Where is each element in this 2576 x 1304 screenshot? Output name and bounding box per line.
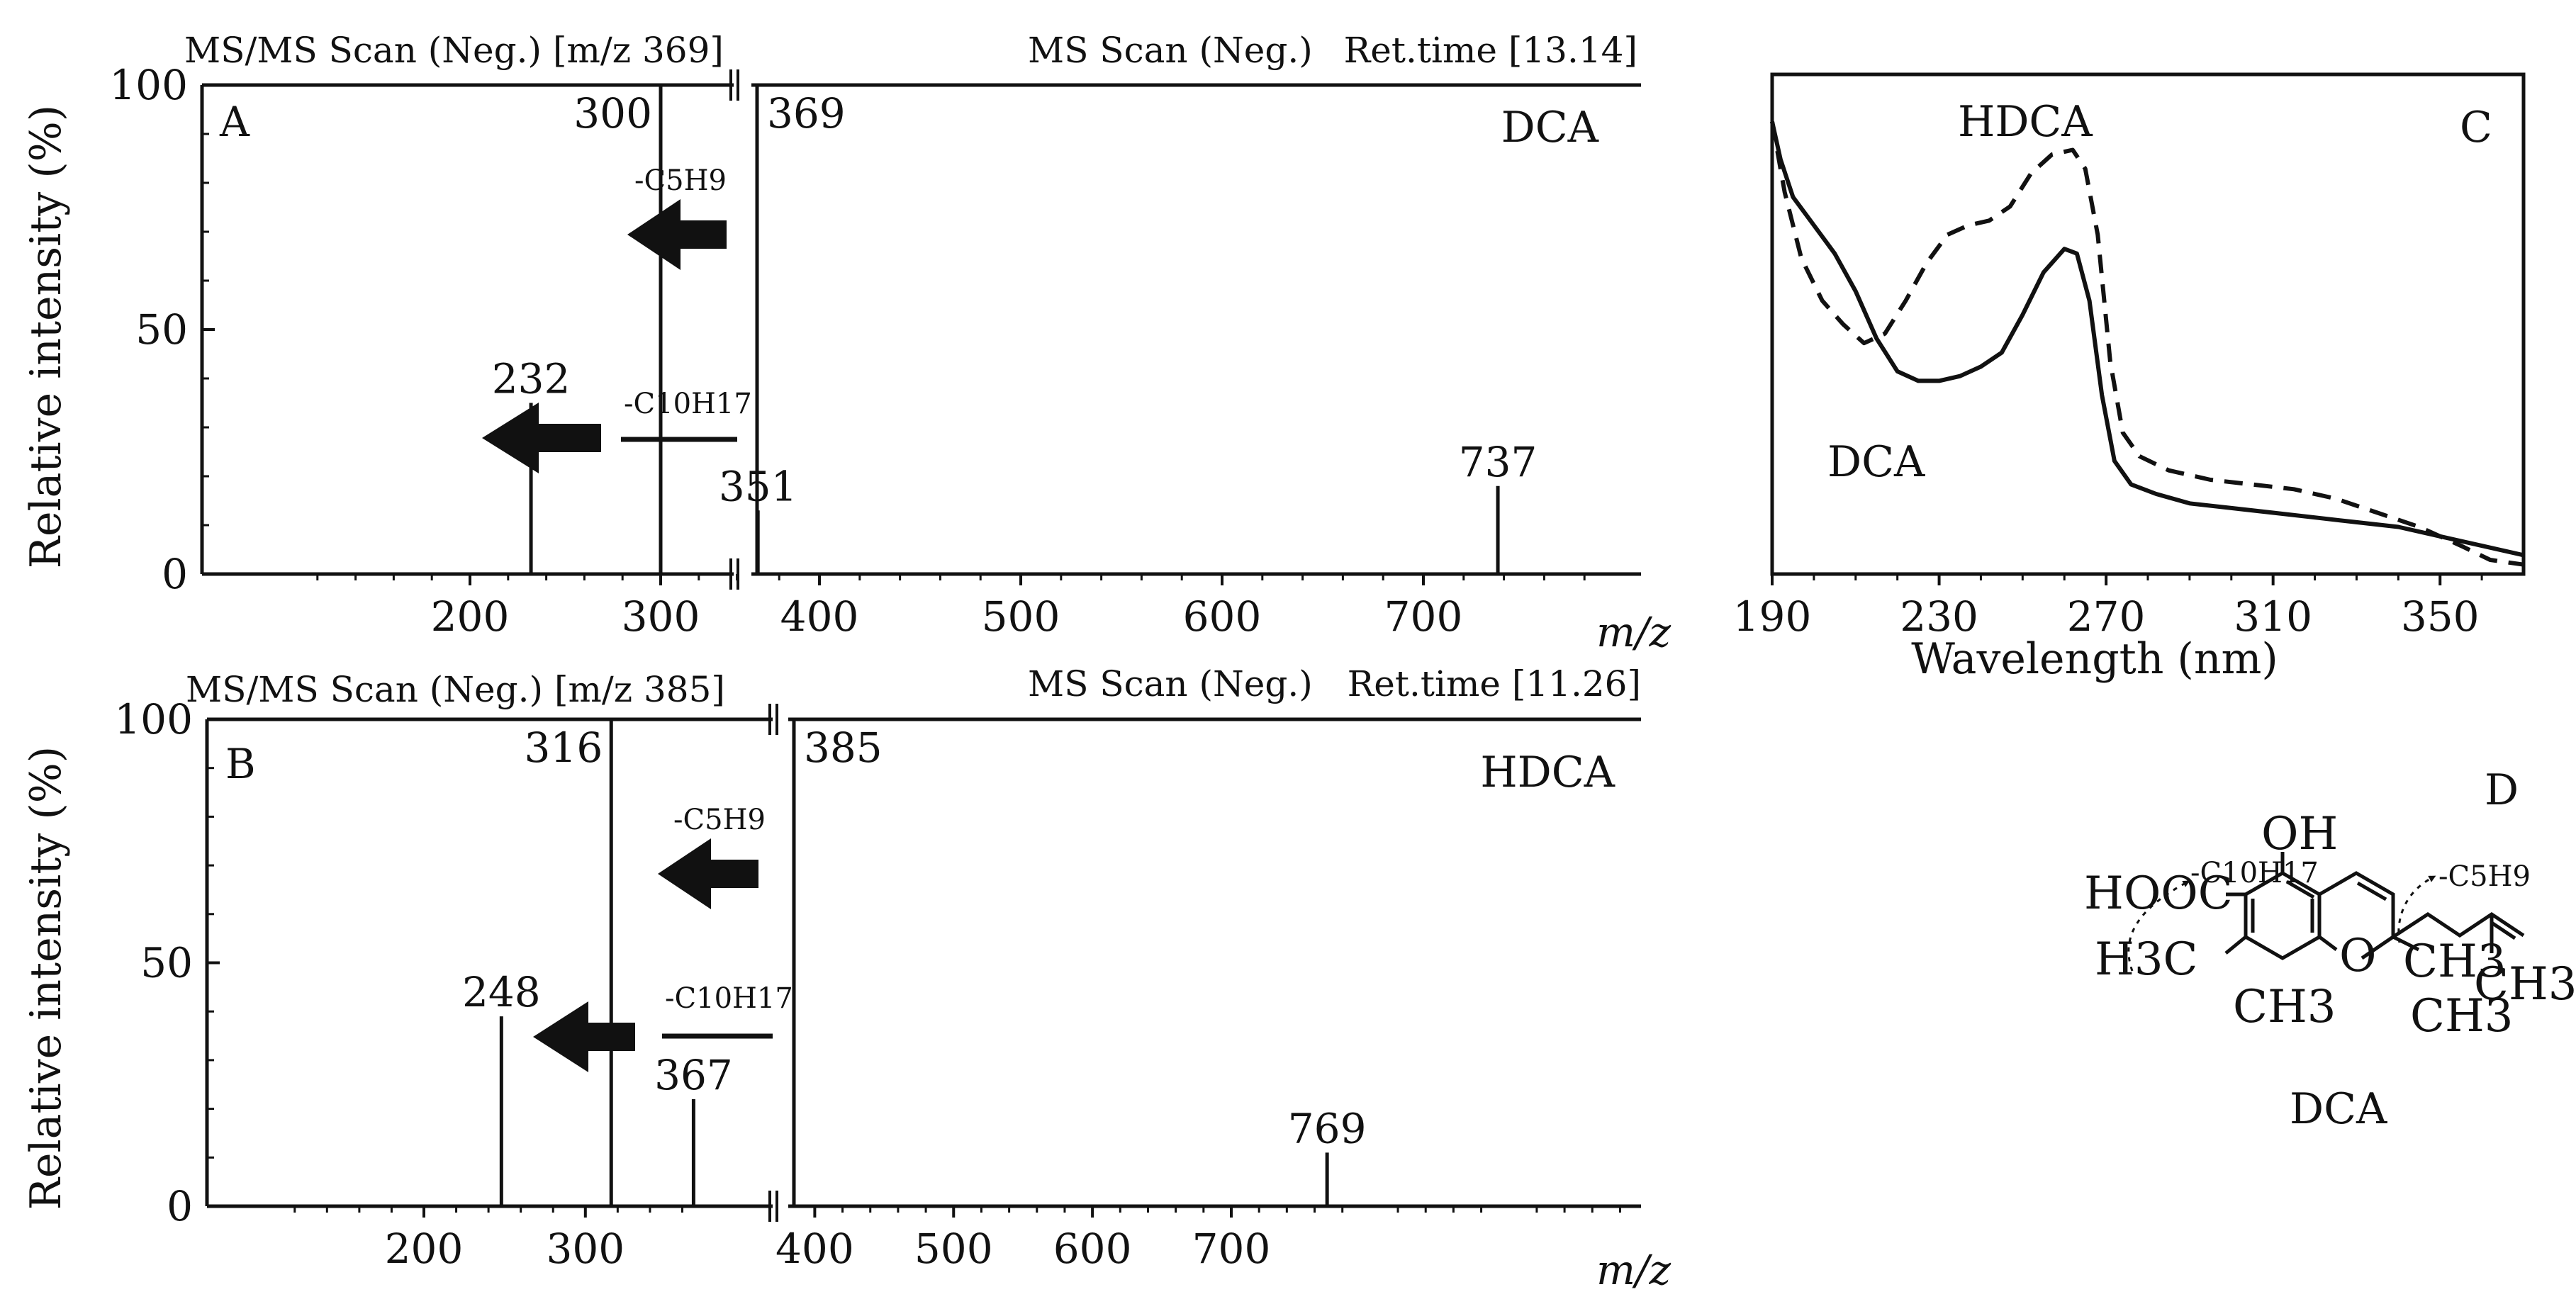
panel-b-marks: 248 316 367 385 769 [462,719,1367,1206]
panel-b-x-tick-label: 200 [385,1225,464,1273]
panel-a-msms-header: MS/MS Scan (Neg.) [m/z 369] [184,30,724,71]
panel-a-y-tick-label: 100 [109,61,188,109]
panel-c-x-axis-label: Wavelength (nm) [1911,634,2278,684]
ring-o-bond [2318,935,2338,951]
panel-b-ms-header: MS Scan (Neg.) [1028,663,1313,704]
ch3-group-1: CH3 [2403,935,2507,988]
panel-a-x-tick-label: 200 [431,592,510,641]
ch3-group-2: CH3 [2233,981,2336,1033]
panel-c-x-tick-label: 270 [2067,592,2146,641]
hooc-group: HOOC [2084,867,2233,920]
panel-c-series-label-hdca: HDCA [1958,97,2093,147]
panel-b-compound: HDCA [1480,748,1615,797]
ring-oxygen: O [2339,930,2376,982]
panel-b-x-tick-label: 700 [1192,1225,1271,1273]
panel-b-axes: 0 50 100 200 300 400 500 600 700 [114,695,1641,1273]
panel-b-x-tick-label: 400 [775,1225,854,1273]
panel-c-frame [1770,72,2526,576]
panel-b-y-axis-label: Relative intensity (%) [21,746,71,1210]
panel-a-x-tick-label: 600 [1183,592,1262,641]
panel-b-x-axis-label: m/z [1596,1246,1671,1294]
panel-b-y-tick-label: 0 [167,1182,193,1230]
panel-a-arrow-c5h9 [627,199,727,270]
panel-b-arrow-c10h17 [533,1001,635,1072]
h3c-group: H3C [2095,933,2198,986]
panel-a-letter: A [219,98,250,146]
panel-c-uv-spectrum: 190 230 270 310 350 C HDCA DCA Wavelength (n… [1733,72,2526,684]
panel-a-loss-c10h17: -C10H17 [624,388,752,420]
panel-a-ret-time: Ret.time [13.14] [1344,30,1637,71]
panel-c-x-tick-label: 350 [2401,592,2480,641]
panel-a-compound: DCA [1501,103,1599,152]
aromatic-bond-3 [2285,879,2315,899]
panel-d-structure: D OH HOOC H3C O CH3 CH3 CH3 CH3 -C [2084,765,2576,1134]
pyran-double-bond [2356,881,2387,901]
side-chain [2392,911,2525,939]
panel-a-peak-label-232: 232 [492,355,571,403]
cleavage-arrow-1 [2127,880,2190,972]
panel-a-ms-header: MS Scan (Neg.) [1028,30,1313,71]
panel-b-ret-time: Ret.time [11.26] [1348,663,1641,704]
panel-b-peak-label-367: 367 [654,1051,733,1099]
panel-b-y-tick-label: 50 [140,939,193,987]
panel-a-x-tick-label: 700 [1384,592,1463,641]
panel-c-x-tick-label: 230 [1900,592,1978,641]
panel-a-axes: 0 50 100 200 300 400 500 600 700 [109,61,1641,641]
panel-c-axes: 190 230 270 310 350 [1733,574,2483,641]
panel-a-y-tick-label: 0 [162,550,188,598]
ch3-group-3: CH3 [2474,958,2576,1011]
panel-c-x-tick-label: 190 [1733,592,1812,641]
oh-group: OH [2261,808,2338,860]
panel-c-series-dca [1770,120,2524,558]
panel-a-y-axis-label: Relative intensity (%) [21,105,71,568]
panel-d-compound: DCA [2290,1084,2387,1134]
panel-b-x-tick-label: 600 [1053,1225,1132,1273]
panel-c-series-label-dca: DCA [1827,437,1925,487]
panel-c-marks [1770,120,2524,567]
panel-a-arrow-c10h17 [482,403,601,473]
cut-label-c10h17: -C10H17 [2190,857,2319,889]
ch3-bond [2224,935,2247,955]
panel-b-ms-spectrum: MS/MS Scan (Neg.) [m/z 385] MS Scan (Neg… [21,663,1671,1294]
panel-a-x-tick-label: 500 [982,592,1060,641]
panel-c-letter: C [2460,103,2492,152]
cut-label-c5h9: -C5H9 [2438,860,2531,893]
pyran-ring [2318,871,2395,960]
panel-a-peak-label-737: 737 [1459,438,1538,486]
panel-a-loss-c5h9: -C5H9 [634,164,727,197]
panel-b-peak-label-248: 248 [462,968,541,1016]
panel-b-x-tick-label: 300 [546,1225,625,1273]
panel-b-peak-label-316: 316 [525,724,603,772]
panel-b-arrow-c5h9 [658,838,758,909]
panel-a-peak-label-369: 369 [767,89,846,137]
panel-a-x-tick-label: 300 [622,592,700,641]
panel-a-x-tick-label: 400 [780,592,859,641]
panel-a-ms-spectrum: MS/MS Scan (Neg.) [m/z 369] MS Scan (Neg… [21,30,1671,656]
side-chain-double-bond [2490,921,2516,940]
panel-d-letter: D [2485,765,2519,815]
panel-a-peak-label-300: 300 [573,89,652,137]
panel-b-x-tick-label: 500 [914,1225,993,1273]
panel-c-x-tick-label: 310 [2234,592,2312,641]
panel-b-loss-c10h17: -C10H17 [665,982,793,1015]
panel-c-series-hdca [1770,121,2524,567]
panel-b-peak-label-385: 385 [804,724,883,772]
panel-b-msms-header: MS/MS Scan (Neg.) [m/z 385] [186,669,725,710]
panel-b-y-tick-label: 100 [114,695,193,743]
panel-b-letter: B [225,740,256,788]
cleavage-arrow-2 [2397,875,2436,943]
ch3-group-4: CH3 [2410,990,2514,1042]
panel-b-loss-c5h9: -C5H9 [673,804,766,836]
panel-a-x-axis-label: m/z [1596,608,1671,656]
panel-b-peak-label-769: 769 [1288,1104,1367,1152]
panel-a-y-tick-label: 50 [135,305,188,354]
c2-ch3-bond [2392,935,2420,952]
